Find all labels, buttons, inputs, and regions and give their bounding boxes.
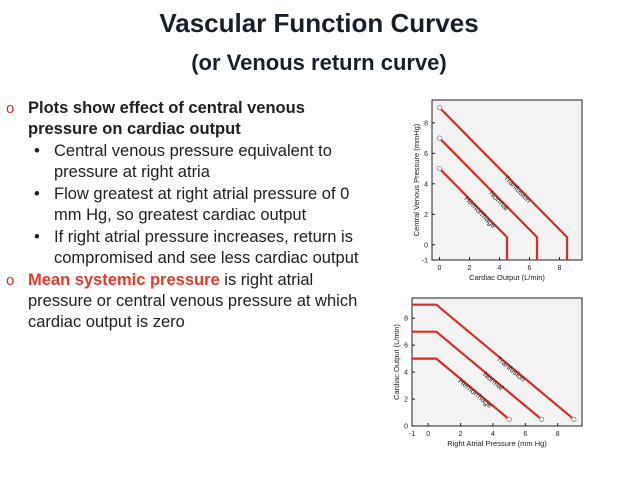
x-tick-label: 0: [426, 431, 430, 438]
x-tick-label: 2: [459, 431, 463, 438]
series-end-marker: [571, 416, 577, 422]
bullet-list: o Plots show effect of central venous pr…: [6, 98, 378, 334]
series-line-tranfusion: [412, 303, 575, 421]
y-axis-label: Cardiac Output (L/min): [392, 324, 401, 400]
x-tick-label: 2: [468, 265, 472, 272]
y-axis-label: Central Venous Pressure (mmHg): [412, 123, 421, 236]
x-tick-label: 0: [438, 265, 442, 272]
x-tick-label: 8: [556, 431, 560, 438]
y-tick-label: 6: [424, 151, 428, 158]
x-tick-label: 4: [498, 265, 502, 272]
highlight-term: Mean systemic pressure: [28, 271, 220, 289]
x-tick-label: -1: [409, 431, 415, 438]
dot-bullet-icon: •: [34, 185, 40, 203]
y-tick-label: 6: [404, 343, 408, 350]
series-start-marker: [436, 135, 443, 141]
bullet-item: o Mean systemic pressure is right atrial…: [6, 270, 378, 333]
circle-bullet-icon: o: [6, 272, 15, 289]
sub-bullet-text: Flow greatest at right atrial pressure o…: [54, 185, 350, 224]
series-end-marker: [506, 416, 512, 422]
sub-bullet-text: If right atrial pressure increases, retu…: [54, 228, 359, 267]
series-line-hemorrhage: [412, 357, 510, 421]
bullet-text: Plots show effect of central venous pres…: [28, 99, 305, 138]
series-start-marker: [436, 165, 443, 172]
y-tick-label: 0: [404, 424, 408, 431]
series-line-tranfusion: [438, 106, 569, 260]
y-tick-label: 8: [404, 316, 408, 323]
slide-subtitle: (or Venous return curve): [191, 50, 447, 75]
x-axis-label: Cardiac Output (L/min): [469, 273, 545, 282]
series-line-normal: [412, 330, 543, 421]
sub-bullet-item: • If right atrial pressure increases, re…: [6, 227, 378, 269]
series-end-marker: [538, 416, 545, 422]
x-tick-label: 6: [528, 265, 532, 272]
y-tick-label: 4: [404, 370, 408, 377]
x-tick-label: 6: [523, 431, 527, 438]
y-tick-label: 2: [404, 397, 408, 404]
series-line-hemorrhage: [438, 167, 509, 260]
x-tick-label: 4: [491, 431, 495, 438]
sub-bullet-item: • Flow greatest at right atrial pressure…: [6, 184, 378, 226]
y-tick-label: 2: [424, 212, 428, 219]
venous-pressure-chart: -1 0 2 4 6 8 0 2 4 6 8 Cardiac Output (L/min) Centra…: [412, 99, 583, 282]
y-tick-label: 4: [424, 181, 428, 188]
dot-bullet-icon: •: [34, 142, 40, 160]
slide-title: Vascular Function Curves: [159, 8, 479, 38]
series-start-marker: [436, 105, 443, 111]
sub-bullet-text: Central venous pressure equivalent to pr…: [54, 142, 332, 181]
y-tick-label: 8: [424, 120, 428, 127]
series-line-normal: [438, 137, 539, 260]
bullet-item: o Plots show effect of central venous pr…: [6, 98, 378, 140]
bullet-text: is right atrial pressure or central veno…: [28, 271, 358, 331]
circle-bullet-icon: o: [6, 100, 15, 117]
x-tick-label: 8: [558, 265, 562, 272]
y-tick-label: -1: [422, 258, 428, 265]
dot-bullet-icon: •: [34, 228, 40, 246]
sub-bullet-item: • Central venous pressure equivalent to …: [6, 141, 378, 183]
y-tick-label: 0: [424, 242, 428, 249]
x-axis-label: Right Atrial Pressure (mm Hg): [447, 439, 547, 448]
